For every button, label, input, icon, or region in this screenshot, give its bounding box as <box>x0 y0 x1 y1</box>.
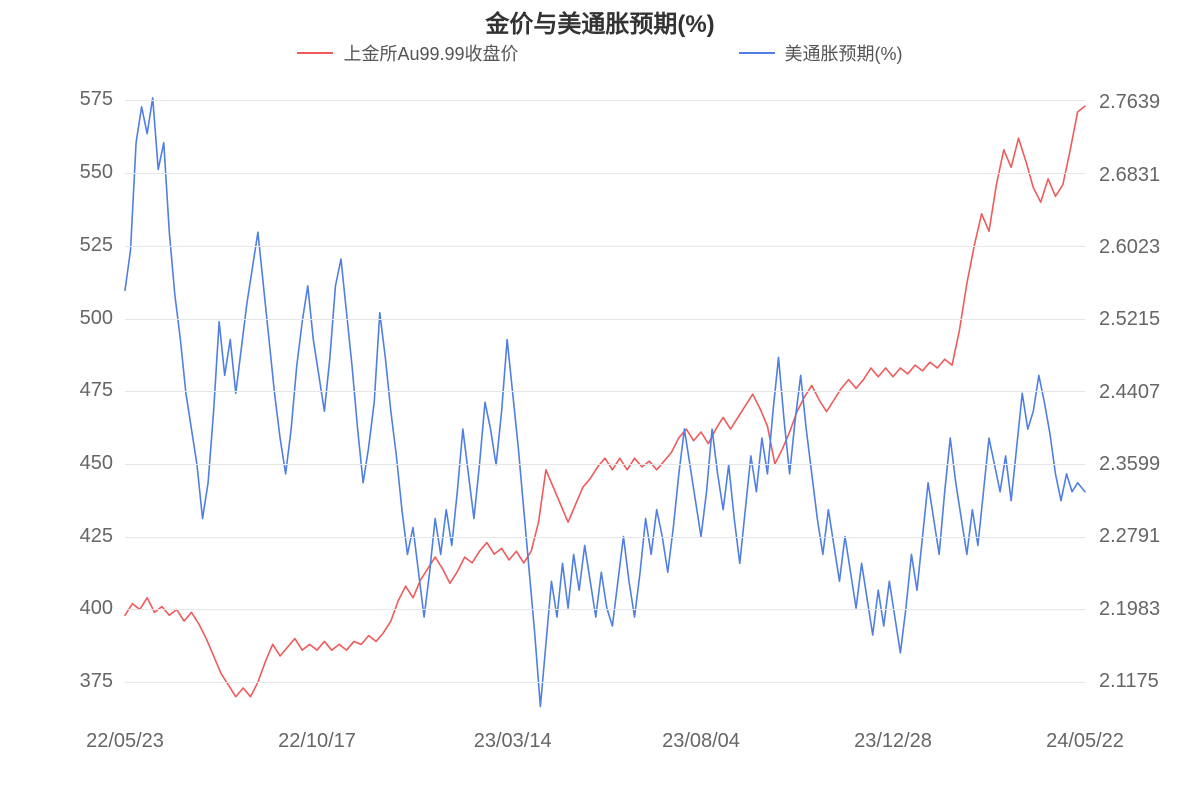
y-left-tick-label: 475 <box>53 379 113 402</box>
chart-title: 金价与美通胀预期(%) <box>0 4 1200 39</box>
y-right-tick-label: 2.4407 <box>1099 381 1160 404</box>
x-tick-label: 23/08/04 <box>662 730 740 753</box>
legend-label-inflation: 美通胀预期(%) <box>785 40 903 66</box>
gridline <box>125 319 1085 320</box>
y-left-tick-label: 425 <box>53 525 113 548</box>
y-left-tick-label: 525 <box>53 234 113 257</box>
gridline <box>125 391 1085 392</box>
gridline <box>125 246 1085 247</box>
series-inflation <box>125 98 1085 707</box>
y-right-tick-label: 2.7639 <box>1099 91 1160 114</box>
x-tick-label: 24/05/22 <box>1046 730 1124 753</box>
legend-item-gold[interactable]: 上金所Au99.99收盘价 <box>297 40 518 66</box>
y-right-tick-label: 2.5215 <box>1099 308 1160 331</box>
y-left-tick-label: 375 <box>53 670 113 693</box>
x-tick-label: 22/05/23 <box>86 730 164 753</box>
chart-container: 金价与美通胀预期(%) 上金所Au99.99收盘价 美通胀预期(%) 37540… <box>0 0 1200 800</box>
gridline <box>125 537 1085 538</box>
legend: 上金所Au99.99收盘价 美通胀预期(%) <box>0 40 1200 66</box>
y-left-tick-label: 500 <box>53 307 113 330</box>
gridline <box>125 682 1085 683</box>
chart-svg <box>125 80 1085 720</box>
legend-label-gold: 上金所Au99.99收盘价 <box>343 40 518 66</box>
x-tick-label: 23/03/14 <box>474 730 552 753</box>
y-right-tick-label: 2.3599 <box>1099 453 1160 476</box>
gridline <box>125 173 1085 174</box>
legend-swatch-inflation <box>739 52 775 54</box>
gridline <box>125 609 1085 610</box>
legend-item-inflation[interactable]: 美通胀预期(%) <box>739 40 903 66</box>
y-left-tick-label: 450 <box>53 452 113 475</box>
series-gold <box>125 106 1085 697</box>
y-right-tick-label: 2.1175 <box>1099 670 1159 693</box>
y-right-tick-label: 2.6023 <box>1099 236 1160 259</box>
y-right-tick-label: 2.6831 <box>1099 164 1160 187</box>
y-left-tick-label: 550 <box>53 161 113 184</box>
legend-swatch-gold <box>297 52 333 54</box>
x-tick-label: 22/10/17 <box>278 730 356 753</box>
plot-area: 3754004254504755005255505752.11752.19832… <box>125 80 1085 720</box>
y-left-tick-label: 400 <box>53 597 113 620</box>
y-right-tick-label: 2.1983 <box>1099 598 1160 621</box>
y-left-tick-label: 575 <box>53 88 113 111</box>
gridline <box>125 464 1085 465</box>
x-tick-label: 23/12/28 <box>854 730 932 753</box>
y-right-tick-label: 2.2791 <box>1099 525 1160 548</box>
gridline <box>125 100 1085 101</box>
